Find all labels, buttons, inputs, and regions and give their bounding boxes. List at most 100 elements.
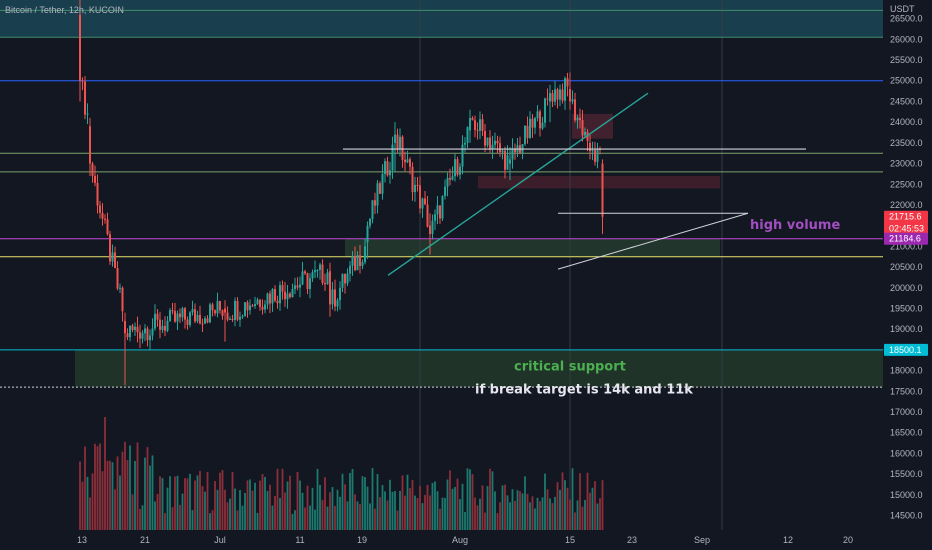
candle-body <box>199 314 201 324</box>
volume-bar <box>254 482 256 530</box>
volume-bar <box>564 480 566 530</box>
x-tick-label: 13 <box>77 535 87 545</box>
candle-body <box>576 117 579 121</box>
volume-bar <box>206 472 209 530</box>
candle-body <box>119 287 121 289</box>
price-tag-label-0: 21715.6 <box>889 212 922 222</box>
volume-bar <box>451 488 454 530</box>
candle-body <box>196 314 199 322</box>
candle-body <box>289 293 291 298</box>
volume-bar <box>399 490 401 530</box>
candle-body <box>79 14 81 81</box>
volume-bar <box>246 480 249 530</box>
candle-body <box>346 273 349 284</box>
volume-bar <box>589 492 591 530</box>
volume-bar <box>346 501 349 530</box>
candle-body <box>266 293 269 305</box>
volume-bar <box>511 489 514 530</box>
volume-bar <box>344 484 346 530</box>
candle-body <box>421 198 424 209</box>
candle-body <box>171 310 174 312</box>
volume-bar <box>321 499 324 530</box>
volume-bar <box>441 497 444 530</box>
candle-body <box>396 134 399 149</box>
volume-bar <box>369 503 371 530</box>
volume-bar <box>241 505 244 530</box>
y-tick-label: 22500.0 <box>890 179 923 189</box>
volume-bar <box>271 505 274 530</box>
candle-body <box>216 301 219 314</box>
volume-bar <box>536 497 539 530</box>
volume-bar <box>224 489 226 530</box>
candle-body <box>591 150 594 152</box>
volume-bar <box>166 487 169 530</box>
candle-body <box>464 142 466 145</box>
candle-body <box>424 198 426 205</box>
candle-body <box>509 159 511 164</box>
y-tick-label: 25500.0 <box>890 55 923 65</box>
candle-body <box>451 176 454 180</box>
y-tick-label: 21000.0 <box>890 241 923 251</box>
volume-bar <box>509 502 511 530</box>
candle-body <box>359 255 361 266</box>
volume-bar <box>579 473 581 530</box>
candle-body <box>399 136 401 149</box>
candle-body <box>386 161 389 176</box>
candle-body <box>539 111 541 129</box>
candle-body <box>404 159 406 163</box>
volume-bar <box>354 494 356 530</box>
price-tag-0 <box>884 210 928 235</box>
candle-body <box>454 159 456 177</box>
volume-bar <box>244 492 246 530</box>
volume-bar <box>274 495 276 530</box>
candle-body <box>304 271 306 274</box>
volume-bar <box>296 472 299 530</box>
volume-bar <box>144 457 146 530</box>
volume-bar <box>481 485 484 530</box>
volume-bar <box>436 491 439 530</box>
candle-body <box>314 270 316 273</box>
candle-body <box>109 234 111 262</box>
candle-body <box>131 325 134 331</box>
volume-bar <box>176 475 179 530</box>
volume-bar <box>421 503 424 530</box>
levels-layer <box>0 9 883 388</box>
volume-bar <box>196 475 199 530</box>
candle-body <box>249 305 251 311</box>
price-axis[interactable]: USDT 14500.0 15000.0 15500.0 16000.0 16500.0 1… <box>884 4 928 521</box>
volume-bar <box>284 492 286 530</box>
candle-body <box>571 99 574 102</box>
volume-bar <box>599 498 601 530</box>
candle-body <box>341 273 344 288</box>
time-axis[interactable]: 13 21 Jul 11 19 Aug 15 23 Sep 12 20 <box>77 535 853 545</box>
volume-bar <box>566 487 569 530</box>
candle-body <box>484 131 486 146</box>
y-tick-label: 23500.0 <box>890 138 923 148</box>
volume-bar <box>259 480 261 530</box>
volume-bar <box>111 462 114 530</box>
volume-bar <box>591 487 594 530</box>
volume-bar <box>234 488 236 530</box>
candle-body <box>524 125 526 145</box>
candle-body <box>534 118 536 128</box>
candle-body <box>219 301 221 311</box>
volume-bar <box>209 513 211 530</box>
volume-bar <box>464 511 466 530</box>
candle-body <box>294 285 296 290</box>
candle-body <box>209 304 211 323</box>
candle-body <box>514 148 516 153</box>
candle-body <box>441 196 444 219</box>
candle-body <box>521 144 524 153</box>
candle-body <box>156 313 159 320</box>
volume-bar <box>414 495 416 530</box>
volume-bar <box>499 502 501 530</box>
candle-body <box>274 289 276 301</box>
candle-body <box>81 80 84 82</box>
volume-bar <box>79 461 81 530</box>
y-tick-label: 20000.0 <box>890 283 923 293</box>
volume-bar <box>294 510 296 530</box>
candle-body <box>96 182 99 206</box>
candle-body <box>194 309 196 322</box>
candle-body <box>236 300 239 320</box>
